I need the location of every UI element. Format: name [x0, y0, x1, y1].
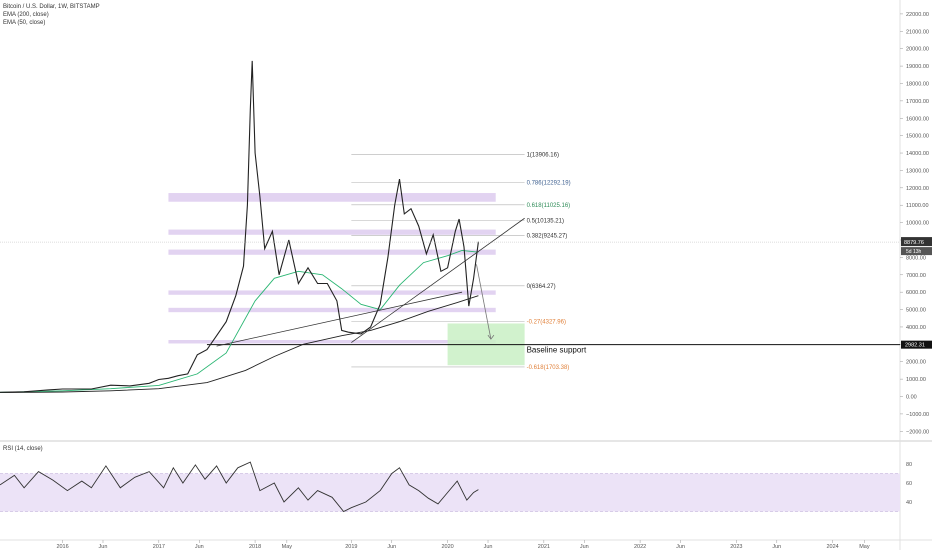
support-zone [168, 229, 496, 235]
baseline-support-label: Baseline support [527, 346, 587, 355]
time-axis-label: Jun [484, 544, 493, 550]
price-axis-label: 12000.00 [906, 186, 929, 192]
price-axis-label: −1000.00 [906, 412, 929, 418]
price-axis-label: 14000.00 [906, 151, 929, 157]
time-axis-label: 2023 [730, 544, 742, 550]
price-axis-label: 20000.00 [906, 47, 929, 53]
fib-level-label: 0(6364.27) [527, 284, 556, 290]
price-axis-label: 1000.00 [906, 377, 926, 383]
legend-ema50: EMA (50, close) [3, 20, 46, 26]
time-axis-label: 2024 [826, 544, 838, 550]
ema200-line [0, 295, 479, 393]
chart-legend: Bitcoin / U.S. Dollar, 1W, BITSTAMP EMA … [3, 3, 100, 27]
support-zone [168, 340, 496, 344]
support-price-label: 2982.31 [905, 343, 925, 349]
time-axis-label: Jun [195, 544, 204, 550]
time-axis-label: 2018 [249, 544, 261, 550]
time-axis-label: 2016 [56, 544, 68, 550]
time-axis-label: Jun [99, 544, 108, 550]
price-axis-label: 21000.00 [906, 29, 929, 35]
price-axis-label: 19000.00 [906, 64, 929, 70]
rsi-axis-label: 40 [906, 500, 912, 506]
price-axis-label: 7000.00 [906, 273, 926, 279]
rsi-axis-label: 60 [906, 481, 912, 487]
price-line [0, 60, 479, 393]
fib-level-label: 0.382(9245.27) [527, 234, 568, 240]
time-axis-label: 2020 [441, 544, 453, 550]
price-axis-label: −2000.00 [906, 429, 929, 435]
price-axis-label: 16000.00 [906, 116, 929, 122]
time-axis-label: 2017 [153, 544, 165, 550]
fib-level-label: 0.618(11025.16) [527, 203, 571, 209]
legend-title: Bitcoin / U.S. Dollar, 1W, BITSTAMP [3, 4, 100, 10]
fib-level-label: -0.27(4327.96) [527, 319, 566, 325]
price-axis-label: 4000.00 [906, 325, 926, 331]
time-axis-label: Jun [676, 544, 685, 550]
time-axis-label: May [859, 544, 870, 550]
price-axis-label: 13000.00 [906, 168, 929, 174]
support-price-badge [901, 340, 932, 349]
price-axis-label: 17000.00 [906, 99, 929, 105]
fib-level-label: 0.5(10135.21) [527, 218, 564, 224]
time-axis-label: Jun [387, 544, 396, 550]
projection-arrow [476, 264, 492, 340]
support-zone [168, 249, 496, 255]
time-axis-label: Jun [580, 544, 589, 550]
rising-trendline [351, 217, 525, 343]
ema50-line [0, 249, 479, 393]
rsi-line [0, 461, 479, 513]
fib-level-label: 0.786(12292.19) [527, 181, 571, 187]
legend-ema200: EMA (200, close) [3, 12, 49, 18]
price-axis-label: 15000.00 [906, 134, 929, 140]
price-axis-label: 8000.00 [906, 255, 926, 261]
price-axis-label: 22000.00 [906, 12, 929, 18]
price-axis-label: 11000.00 [906, 203, 929, 209]
fib-level-label: 1(13906.16) [527, 153, 559, 159]
time-axis-label: 2022 [634, 544, 646, 550]
ema-trendline [216, 291, 463, 347]
time-axis-label: 2019 [345, 544, 357, 550]
time-axis-label: Jun [772, 544, 781, 550]
current-price-label: 8879.76 [904, 240, 924, 246]
countdown-label: 5d 13h [906, 249, 922, 255]
current-price-badge [901, 237, 932, 247]
price-axis-label: 0.00 [906, 395, 917, 401]
price-axis-label: 18000.00 [906, 81, 929, 87]
projection-arrowhead [487, 334, 495, 340]
fib-level-label: -0.618(1703.38) [527, 365, 570, 371]
rsi-band [0, 473, 900, 512]
price-axis-label: 5000.00 [906, 308, 926, 314]
support-zone [168, 193, 496, 202]
support-zone [168, 307, 496, 313]
time-axis-label: May [282, 544, 293, 550]
rsi-legend: RSI (14, close) [3, 446, 43, 452]
price-axis-label: 6000.00 [906, 290, 926, 296]
countdown-badge [901, 247, 932, 256]
price-axis-label: 10000.00 [906, 221, 929, 227]
rsi-axis-label: 80 [906, 462, 912, 468]
time-axis-label: 2021 [538, 544, 550, 550]
price-axis-label: 2000.00 [906, 360, 926, 366]
